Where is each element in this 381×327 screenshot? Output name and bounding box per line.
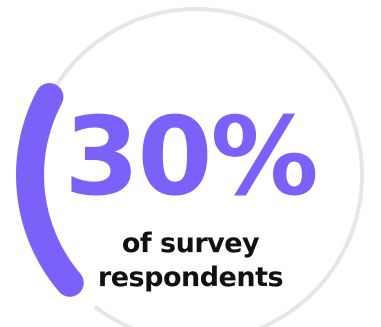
- caption-line-1: of survey: [121, 228, 260, 259]
- gauge-fill-arc: [16, 83, 84, 297]
- caption-line-2: respondents: [97, 262, 284, 293]
- gauge-track: [47, 7, 364, 327]
- stat-value: 30%: [64, 95, 319, 220]
- stat-caption: of survey respondents: [0, 227, 381, 295]
